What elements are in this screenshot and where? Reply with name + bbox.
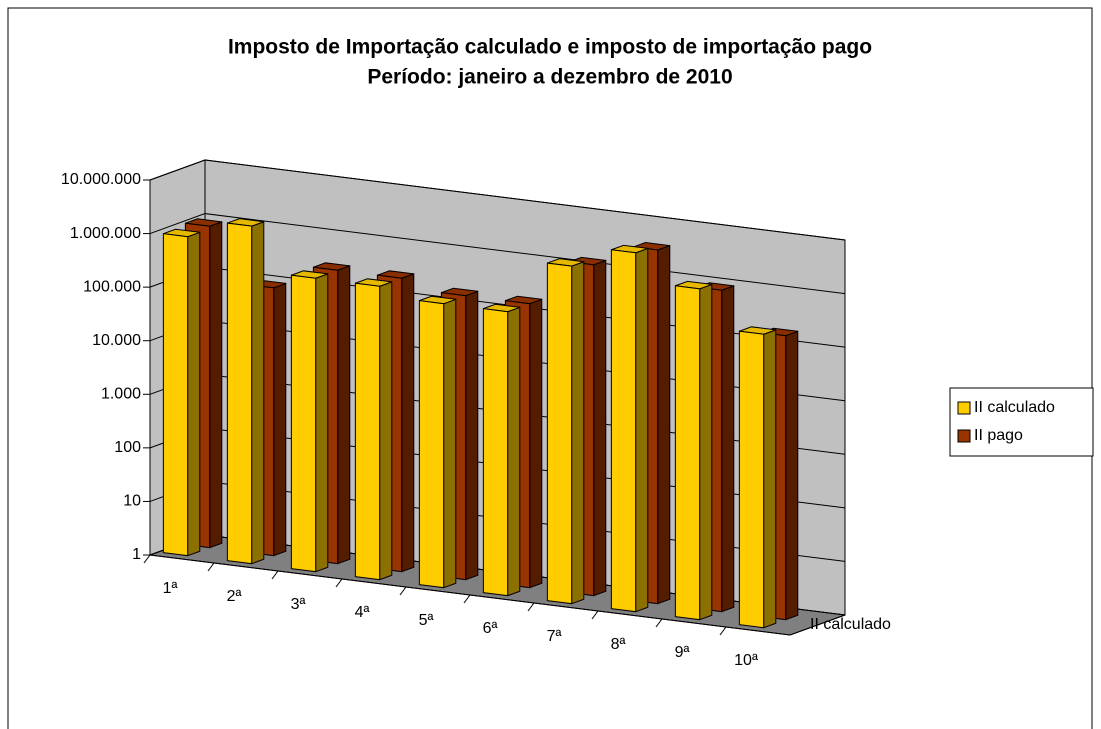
x-tick-label: 6ª	[483, 620, 498, 637]
chart-title: Imposto de Importação calculado e impost…	[228, 36, 872, 59]
bar	[610, 249, 637, 613]
x-tick	[399, 586, 407, 596]
legend-label: II pago	[974, 427, 1023, 444]
x-tick-label: 2ª	[227, 588, 242, 605]
legend-box	[949, 387, 1094, 457]
x-tick	[719, 626, 727, 636]
bar-side	[529, 298, 543, 589]
bar-side	[593, 259, 607, 597]
x-tick	[463, 594, 471, 604]
bar-side	[721, 285, 735, 613]
bar-side	[785, 330, 799, 621]
x-tick-label: 8ª	[611, 636, 626, 653]
y-tick-label: 1.000.000	[70, 225, 141, 242]
grid-line	[149, 159, 846, 241]
bar	[418, 300, 445, 589]
bar	[290, 274, 317, 573]
y-tick-label: 1	[132, 546, 141, 563]
x-tick	[527, 602, 535, 612]
depth-axis	[789, 614, 846, 636]
bar-side	[337, 265, 351, 565]
depth-label: II calculado	[810, 616, 891, 633]
bar	[546, 262, 573, 605]
bar-side	[273, 282, 287, 557]
legend-swatch	[957, 401, 971, 415]
bar-side	[315, 273, 329, 573]
x-tick	[143, 554, 151, 564]
chart-subtitle: Período: janeiro a dezembro de 2010	[367, 66, 732, 89]
bar-side	[571, 261, 585, 605]
bar-side	[763, 329, 777, 629]
legend: II calculado II pago	[949, 387, 1094, 457]
bar-side	[379, 281, 393, 581]
bar-side	[507, 306, 521, 597]
bar-side	[699, 283, 713, 621]
plot: 1 10 100 1.000 10.000 100.000 1.000.000 10.000.…	[61, 159, 891, 669]
x-tick-label: 7ª	[547, 628, 562, 645]
bar	[354, 282, 381, 581]
y-tick-label: 10	[123, 493, 141, 510]
legend-label: II calculado	[974, 399, 1055, 416]
bar-side	[187, 231, 201, 557]
x-tick-label: 3ª	[291, 596, 306, 613]
bar-side	[401, 273, 415, 573]
y-tick-label: 1.000	[101, 386, 141, 403]
bar-side	[635, 247, 649, 613]
x-tick	[335, 578, 343, 588]
bar-side	[465, 290, 479, 581]
bar	[738, 330, 765, 629]
bar-side	[251, 221, 265, 565]
bar	[162, 233, 189, 557]
bar	[674, 285, 701, 621]
bar-side	[657, 244, 671, 605]
legend-swatch	[957, 429, 971, 443]
bar-side	[209, 221, 223, 549]
y-tick-label: 10.000	[92, 332, 141, 349]
x-tick	[207, 562, 215, 572]
x-tick	[271, 570, 279, 580]
y-tick-label: 100	[114, 439, 141, 456]
x-tick-label: 5ª	[419, 612, 434, 629]
x-tick-label: 10ª	[734, 652, 758, 669]
x-tick-label: 4ª	[355, 604, 370, 621]
x-tick-label: 1ª	[163, 580, 178, 597]
bar	[226, 222, 253, 565]
x-tick	[655, 618, 663, 628]
x-tick-label: 9ª	[675, 644, 690, 661]
y-tick-label: 10.000.000	[61, 171, 141, 188]
y-tick-label: 100.000	[83, 278, 141, 295]
bar	[482, 308, 509, 597]
x-tick	[591, 610, 599, 620]
bar-side	[443, 298, 457, 589]
